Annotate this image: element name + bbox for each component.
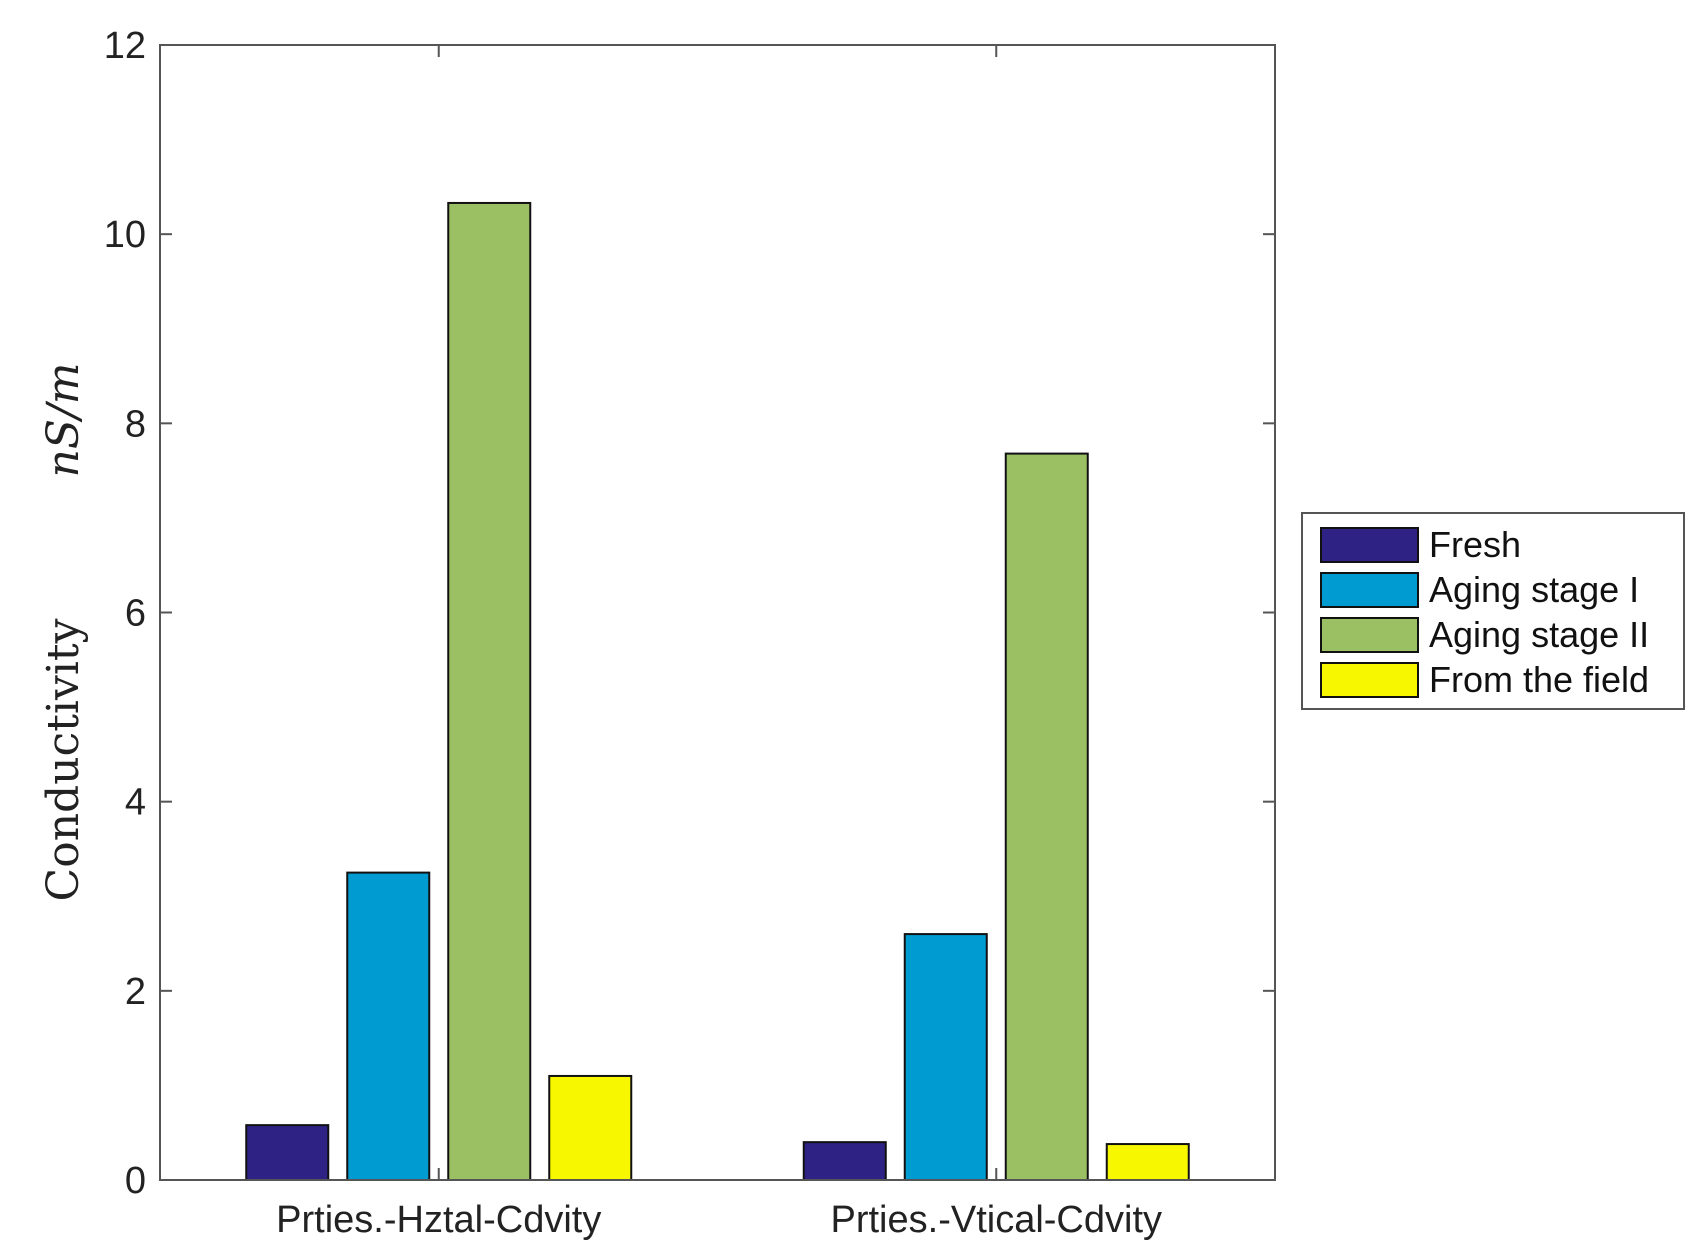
legend-label: Aging stage I	[1429, 569, 1639, 610]
x-category-label: Prties.-Hztal-Cdvity	[276, 1199, 601, 1241]
legend-swatch	[1320, 527, 1419, 563]
bar-2-from-the-field	[1105, 1143, 1190, 1182]
bar-1-aging-stage-i	[346, 871, 431, 1182]
bar-2-aging-stage-ii	[1004, 452, 1089, 1182]
y-tick-label: 8	[125, 403, 146, 445]
legend-swatch	[1320, 617, 1419, 653]
x-category-labels: Prties.-Hztal-Cdvity Prties.-Vtical-Cdvit…	[276, 1199, 1162, 1241]
plot-area-frame	[159, 44, 1276, 1181]
bars	[245, 201, 1190, 1182]
y-tick-label: 6	[125, 593, 146, 635]
y-tick-label: 12	[104, 25, 146, 67]
y-tick-label: 4	[125, 782, 146, 824]
y-axis-label: Conductivity	[38, 618, 89, 901]
bar-1-from-the-field	[548, 1074, 633, 1182]
legend-label: Fresh	[1429, 524, 1521, 565]
y-tick-label: 2	[125, 971, 146, 1013]
axis-ticks	[160, 44, 1275, 1181]
bar-2-aging-stage-i	[903, 933, 988, 1181]
y-tick-labels: 0 2 4 6 8 10 12	[104, 25, 146, 1202]
legend-label: Aging stage II	[1429, 614, 1649, 655]
y-axis-title: Conductivity nS/m	[38, 362, 89, 901]
bar-1-aging-stage-ii	[447, 201, 532, 1181]
legend-swatch	[1320, 662, 1419, 698]
legend-swatch	[1320, 572, 1419, 608]
x-category-label: Prties.-Vtical-Cdvity	[831, 1199, 1163, 1241]
y-axis-unit: nS/m	[38, 362, 89, 477]
y-tick-label: 10	[104, 214, 146, 256]
y-tick-label: 0	[125, 1160, 146, 1202]
bar-2-fresh	[802, 1141, 887, 1181]
legend-label: From the field	[1429, 659, 1649, 700]
bar-1-fresh	[245, 1124, 330, 1182]
